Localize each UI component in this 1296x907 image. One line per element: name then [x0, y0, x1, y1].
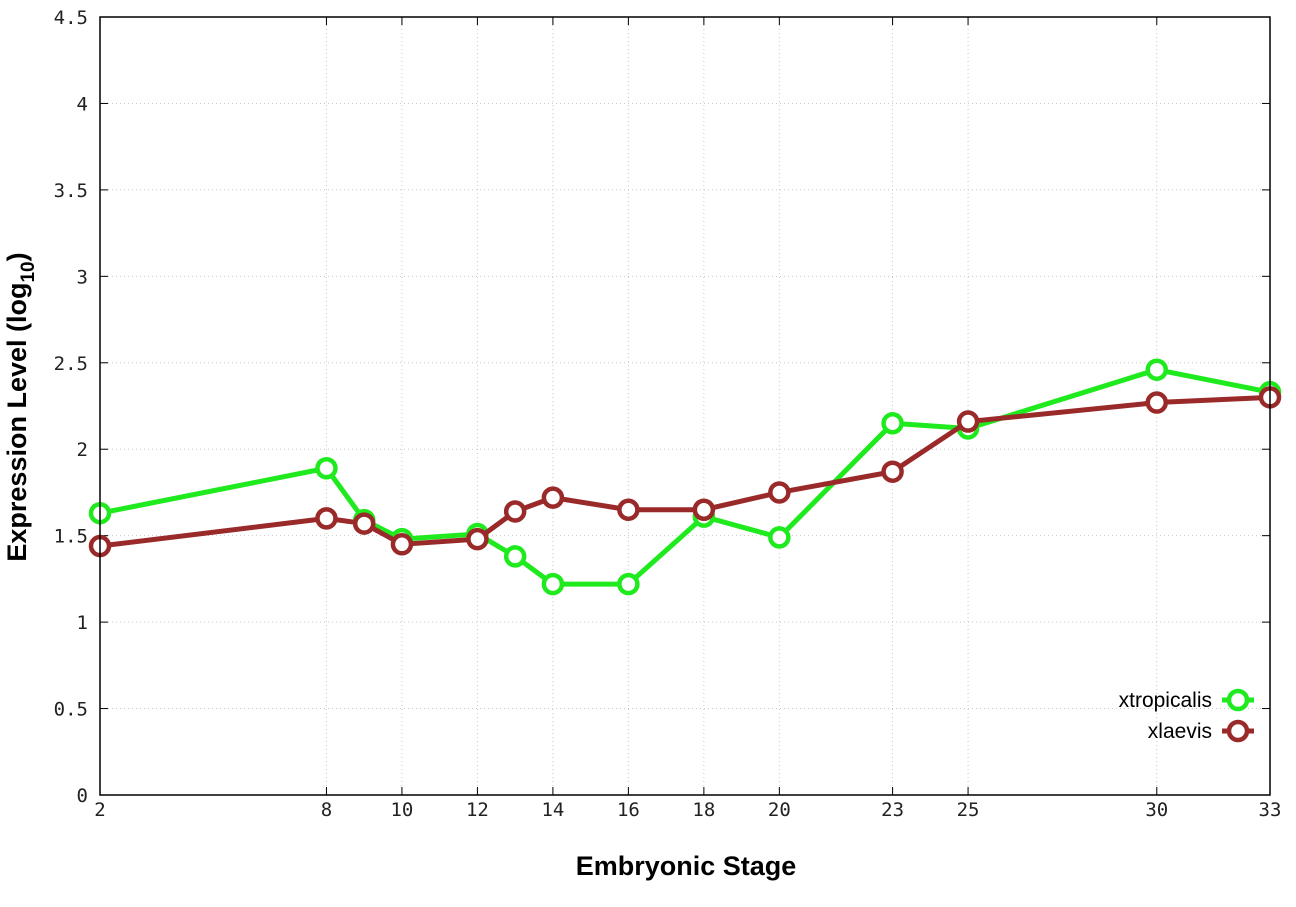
data-point-xtropicalis	[503, 545, 527, 568]
x-tick-label: 25	[957, 799, 980, 821]
x-tick-label: 20	[768, 799, 791, 821]
y-tick-label: 3.5	[54, 180, 88, 202]
y-axis-title-close: )	[2, 252, 32, 261]
y-tick-label: 3	[77, 266, 88, 288]
x-tick-labels: 2 8 10 12 14 16 18 20 23 25 30 33	[94, 799, 1281, 821]
series-line-xtropicalis	[99, 367, 1271, 587]
y-tick-label: 2	[77, 439, 88, 461]
x-axis-title: Embryonic Stage	[576, 851, 797, 881]
data-point-xlaevis	[352, 512, 376, 535]
x-tick-label: 10	[390, 799, 413, 821]
x-tick-label: 30	[1145, 799, 1168, 821]
legend-item-xtropicalis: xtropicalis	[1119, 688, 1254, 712]
x-tick-label: 14	[541, 799, 564, 821]
y-tick-label: 4	[77, 93, 88, 115]
data-point-xtropicalis	[541, 572, 565, 596]
series-xtropicalis	[88, 358, 1282, 596]
x-tick-label: 12	[466, 799, 489, 821]
y-tick-labels: 0 0.5 1 1.5 2 2.5 3 3.5 4 4.5	[54, 7, 88, 807]
data-point-xlaevis	[1145, 391, 1169, 414]
x-tick-label: 23	[881, 799, 904, 821]
y-tick-label: 2.5	[54, 353, 88, 375]
y-axis-title: Expression Level (log10)	[2, 252, 39, 561]
data-point-xlaevis	[692, 498, 716, 521]
data-point-xlaevis	[390, 533, 414, 556]
y-axis-title-main: Expression Level (log	[2, 283, 32, 562]
series-layer	[88, 358, 1282, 596]
y-tick-label: 0.5	[54, 699, 88, 721]
plot-frame	[99, 16, 1271, 796]
y-tick-label: 1.5	[54, 526, 88, 548]
y-tick-label: 0	[77, 785, 88, 807]
data-point-xtropicalis	[1145, 358, 1169, 381]
data-point-xtropicalis	[768, 526, 791, 549]
data-point-xlaevis	[315, 507, 338, 530]
x-tick-label: 18	[692, 799, 715, 821]
x-tick-label: 16	[617, 799, 640, 821]
x-tick-label: 33	[1259, 799, 1282, 821]
y-axis-title-subscript: 10	[18, 261, 39, 282]
legend-marker-xlaevis	[1226, 719, 1250, 743]
x-tick-label: 8	[321, 799, 332, 821]
y-tick-label: 4.5	[54, 7, 88, 29]
x-tick-label: 2	[94, 799, 105, 821]
y-tick-label: 1	[77, 612, 88, 634]
axis-ticks	[99, 16, 1271, 796]
legend-label-xtropicalis: xtropicalis	[1119, 689, 1212, 712]
series-line-xlaevis	[99, 394, 1271, 549]
data-point-xlaevis	[956, 410, 980, 433]
data-point-xtropicalis	[315, 456, 338, 480]
data-point-xlaevis	[503, 500, 527, 523]
legend-label-xlaevis: xlaevis	[1148, 720, 1212, 743]
grid	[100, 17, 1270, 795]
data-point-xlaevis	[466, 527, 489, 551]
data-point-xtropicalis	[617, 572, 640, 596]
legend-marker-xtropicalis	[1226, 688, 1250, 712]
legend-item-xlaevis: xlaevis	[1148, 719, 1254, 743]
data-point-xlaevis	[768, 481, 791, 504]
data-point-xlaevis	[881, 460, 904, 483]
legend: xtropicalis xlaevis	[1119, 688, 1254, 743]
data-point-xtropicalis	[881, 412, 904, 435]
data-point-xlaevis	[541, 486, 565, 509]
series-xlaevis	[88, 386, 1282, 558]
data-point-xlaevis	[617, 498, 640, 521]
